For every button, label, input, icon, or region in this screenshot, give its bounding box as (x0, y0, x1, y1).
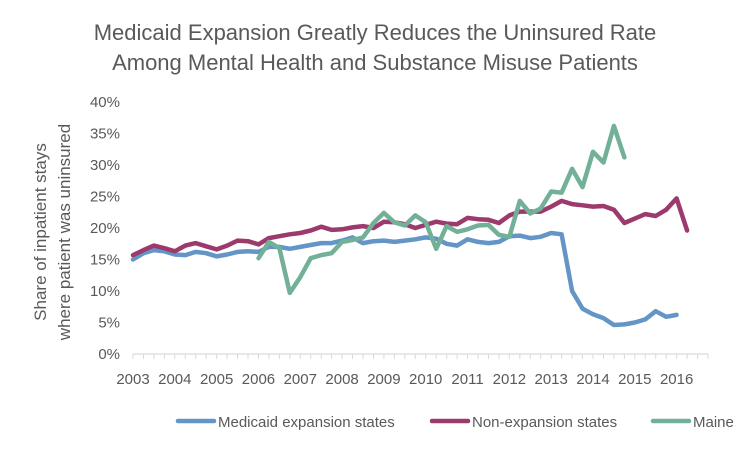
y-axis-label-line-1: Share of inpatient stays (31, 143, 50, 321)
y-axis-label-line-2: where patient was uninsured (55, 124, 74, 341)
x-tick-label: 2005 (200, 371, 233, 388)
x-tick-label: 2006 (242, 371, 275, 388)
x-tick-label: 2010 (409, 371, 442, 388)
legend-label: Non-expansion states (472, 414, 617, 431)
legend-label: Maine (693, 414, 734, 431)
x-tick-label: 2013 (534, 371, 567, 388)
x-tick-label: 2015 (618, 371, 651, 388)
x-tick-label: 2011 (451, 371, 483, 388)
x-tick-label: 2014 (576, 371, 609, 388)
y-tick-label: 0% (98, 346, 120, 363)
legend-label: Medicaid expansion states (218, 414, 395, 431)
y-tick-label: 25% (90, 189, 120, 206)
legend: Medicaid expansion states Non-expansion s… (175, 414, 734, 431)
x-tick-label: 2016 (660, 371, 693, 388)
x-tick-label: 2012 (493, 371, 526, 388)
y-axis-ticks: 0% 5% 10% 15% 20% 25% 30% 35% 40% (90, 94, 120, 363)
x-tick-label: 2008 (325, 371, 358, 388)
series-line-1 (130, 230, 679, 328)
chart-title-line-1: Medicaid Expansion Greatly Reduces the U… (94, 20, 657, 45)
y-tick-label: 40% (90, 94, 120, 111)
x-axis: 2003 2004 2005 2006 2007 2008 2009 2010 2011 2012… (116, 353, 709, 388)
series-line-2 (130, 196, 690, 258)
series-line-3 (256, 123, 627, 296)
series-lines (130, 123, 690, 328)
x-tick-label: 2009 (367, 371, 400, 388)
x-tick-label: 2004 (158, 371, 191, 388)
y-tick-label: 10% (90, 283, 120, 300)
y-tick-label: 20% (90, 220, 120, 237)
chart-title: Medicaid Expansion Greatly Reduces the U… (94, 20, 657, 75)
x-tick-label: 2007 (284, 371, 317, 388)
y-tick-label: 35% (90, 126, 120, 143)
y-axis-label: Share of inpatient stays where patient w… (31, 124, 74, 341)
x-tick-label: 2003 (116, 371, 149, 388)
y-tick-label: 30% (90, 157, 120, 174)
chart-title-line-2: Among Mental Health and Substance Misuse… (112, 50, 638, 75)
y-tick-label: 15% (90, 252, 120, 269)
y-tick-label: 5% (98, 315, 120, 332)
